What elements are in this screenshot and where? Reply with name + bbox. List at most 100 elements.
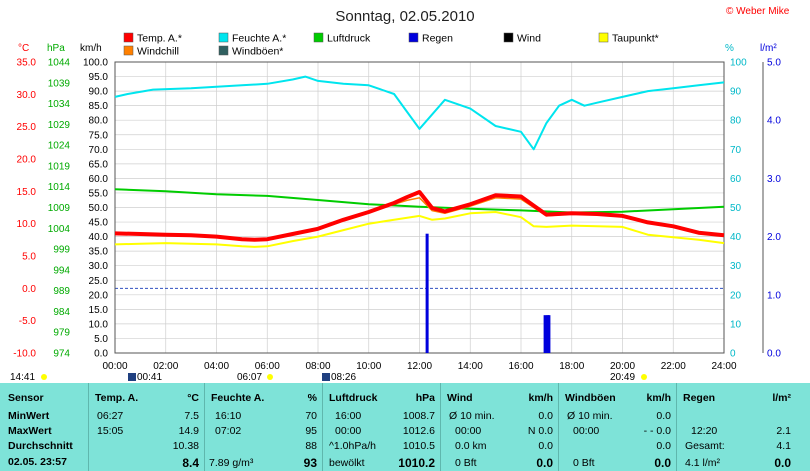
stats-col-temp: Temp. A. °C 06:27 7.5 15:05 14.9 10.38 8… — [88, 383, 205, 471]
pressure-current: 1010.2 — [398, 456, 435, 470]
wind-distance: 0.0 km — [455, 440, 487, 452]
pressure-tick-label: 1034 — [48, 99, 71, 110]
pressure-line — [114, 188, 725, 214]
stats-col-humidity: Feuchte A. % 16:10 70 07:02 95 88 7.89 g… — [204, 383, 323, 471]
credit-label: © Weber Mike — [726, 6, 790, 17]
wind-tick-label: 35.0 — [89, 247, 109, 258]
x-tick-label: 20:00 — [610, 361, 635, 372]
humidity-tick-label: 20 — [730, 290, 742, 301]
pressure-tick-label: 1019 — [48, 161, 71, 172]
wind-tick-label: 85.0 — [89, 101, 109, 112]
row-label-min: MinWert — [8, 410, 50, 422]
pressure-axis-header: hPa — [47, 43, 65, 54]
rain-title: Regen — [683, 392, 716, 404]
rain-bar — [543, 315, 547, 353]
day-start-label: 14:41 — [10, 372, 35, 383]
legend-swatch — [313, 32, 324, 43]
wind-tick-label: 15.0 — [89, 305, 109, 316]
humidity-tick-label: 100 — [730, 58, 747, 69]
wind-avg: 0.0 — [538, 410, 553, 422]
legend-label: Regen — [422, 33, 453, 45]
x-tick-label: 24:00 — [711, 361, 736, 372]
row-label-max: MaxWert — [8, 425, 52, 437]
rain-max: 2.1 — [776, 425, 791, 437]
wind-tick-label: 0.0 — [94, 349, 108, 360]
humidity-tick-label: 90 — [730, 87, 742, 98]
pressure-condition: bewölkt — [329, 457, 365, 469]
row-label-date: 02.05. 23:57 — [8, 456, 67, 468]
x-tick-label: 02:00 — [153, 361, 178, 372]
wind-tick-label: 5.0 — [94, 334, 108, 345]
wind-mean: 0.0 — [538, 440, 553, 452]
sunset-label: 20:49 — [610, 372, 635, 383]
humidity-tick-label: 60 — [730, 174, 742, 185]
temp-tick-label: 15.0 — [17, 187, 37, 198]
humidity-max: 95 — [305, 425, 317, 437]
temp-max-time: 15:05 — [97, 425, 124, 437]
rain-axis-header: l/m² — [760, 43, 777, 54]
legend-swatch — [218, 45, 229, 56]
wind-tick-label: 20.0 — [89, 290, 109, 301]
pressure-max: 1012.6 — [402, 425, 435, 437]
x-tick-label: 04:00 — [204, 361, 229, 372]
wind-tick-label: 65.0 — [89, 159, 109, 170]
x-tick-label: 06:00 — [255, 361, 280, 372]
wind-tick-label: 90.0 — [89, 87, 109, 98]
legend-swatch — [503, 32, 514, 43]
row-label-sensor: Sensor — [8, 392, 44, 404]
humidity-tick-label: 70 — [730, 145, 742, 156]
legend-swatch — [218, 32, 229, 43]
sunset-icon — [641, 374, 647, 380]
pressure-tick-label: 1009 — [48, 203, 71, 214]
legend-swatch — [123, 45, 134, 56]
wind-tick-label: 40.0 — [89, 232, 109, 243]
rain-tick-label: 4.0 — [767, 116, 781, 127]
legend-label: Temp. A.* — [137, 33, 182, 45]
temp-tick-label: 25.0 — [17, 122, 37, 133]
sunrise-label: 06:07 — [237, 372, 262, 383]
rain-current: 0.0 — [774, 456, 791, 470]
humidity-tick-label: 50 — [730, 203, 742, 214]
humidity-tick-label: 80 — [730, 116, 742, 127]
temp-title: Temp. A. — [95, 392, 139, 404]
humidity-unit: % — [307, 392, 317, 404]
wind-tick-label: 80.0 — [89, 116, 109, 127]
pressure-tick-label: 999 — [53, 245, 70, 256]
moonrise-label: 00:41 — [137, 372, 162, 383]
rain-tick-label: 5.0 — [767, 58, 781, 69]
temp-tick-label: 35.0 — [17, 58, 37, 69]
rain-tick-label: 2.0 — [767, 232, 781, 243]
wind-tick-label: 30.0 — [89, 261, 109, 272]
x-tick-label: 16:00 — [508, 361, 533, 372]
legend-swatch — [408, 32, 419, 43]
legend-label: Feuchte A.* — [232, 33, 286, 45]
pressure-max-time: 00:00 — [335, 425, 362, 437]
stats-col-labels: Sensor MinWert MaxWert Durchschnitt 02.0… — [0, 383, 88, 471]
stats-col-pressure: Luftdruck hPa 16:00 1008.7 00:00 1012.6 … — [322, 383, 441, 471]
gust-unit: km/h — [646, 392, 671, 404]
gust-avg-label: Ø 10 min. — [567, 410, 613, 422]
temp-min-time: 06:27 — [97, 410, 124, 422]
humidity-tick-label: 30 — [730, 261, 742, 272]
gust-mean: 0.0 — [656, 440, 671, 452]
humidity-title: Feuchte A. — [211, 392, 265, 404]
pressure-min: 1008.7 — [402, 410, 435, 422]
pressure-tick-label: 1014 — [48, 182, 71, 193]
rain-total: 4.1 — [776, 440, 791, 452]
humidity-abs: 7.89 g/m³ — [209, 457, 254, 469]
temp-min: 7.5 — [184, 410, 199, 422]
humidity-tick-label: 0 — [730, 349, 736, 360]
humidity-max-time: 07:02 — [215, 425, 242, 437]
legend-label: Windböen* — [232, 46, 283, 58]
wind-title: Wind — [447, 392, 473, 404]
humidity-min-time: 16:10 — [215, 410, 242, 422]
pressure-tick-label: 974 — [53, 349, 70, 360]
legend-label: Luftdruck — [327, 33, 371, 45]
sunrise-icon — [267, 374, 273, 380]
pressure-tick-label: 1044 — [48, 58, 71, 69]
rain-tick-label: 3.0 — [767, 174, 781, 185]
legend-label: Windchill — [137, 46, 179, 58]
rain-total-label: Gesamt: — [685, 440, 725, 452]
gust-avg: 0.0 — [656, 410, 671, 422]
humidity-avg: 88 — [305, 440, 317, 452]
